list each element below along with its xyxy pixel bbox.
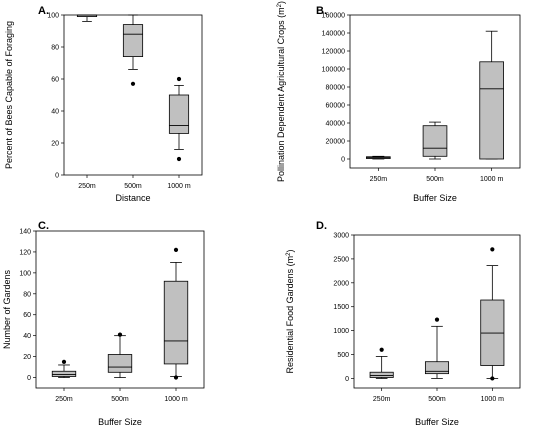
panel-b-ytick-label: 100000 <box>322 67 345 74</box>
panel-a-ylabel: Percent of Bees Capable of Foraging <box>4 21 14 169</box>
panel-a-box-1 <box>122 24 144 58</box>
panel-d-ytick-label: 3000 <box>333 233 349 240</box>
panel-a-ytick-label: 20 <box>51 141 59 148</box>
panel-c-ytick-label: 140 <box>19 229 31 236</box>
panel-d-ytick-label: 1500 <box>333 304 349 311</box>
panel-b-ytick-label: 60000 <box>326 103 346 110</box>
panel-a-xtick-label-1: 500m <box>124 183 142 190</box>
panel-d-outlier-0-0 <box>379 347 384 352</box>
panel-b-ytick-label: 120000 <box>322 49 345 56</box>
panel-d-box-1 <box>424 361 450 375</box>
panel-a-ytick-label: 0 <box>55 173 59 180</box>
panel-a-ytick-label: 100 <box>47 13 59 20</box>
panel-a-box-2 <box>168 94 190 134</box>
panel-d-ytick-label: 2000 <box>333 280 349 287</box>
panel-b-letter: B. <box>316 5 327 17</box>
panel-d-letter: D. <box>316 220 327 232</box>
panel-c-xtick-label-1: 500m <box>111 396 129 403</box>
panel-c-ytick-label: 80 <box>23 291 31 298</box>
panel-a-letter: A. <box>38 5 49 17</box>
panel-a-xlabel: Distance <box>115 193 150 203</box>
panel-c-box-2 <box>163 280 189 365</box>
panel-c-ylabel: Number of Gardens <box>2 269 12 349</box>
panel-c-ytick-label: 20 <box>23 354 31 361</box>
panel-b-xtick-label-2: 1000 m <box>480 176 504 183</box>
panel-d-ylabel: Residential Food Gardens (m2) <box>285 250 295 374</box>
panel-a-xtick-label-2: 1000 m <box>167 183 191 190</box>
panel-b-ylabel: Pollination Dependent Agricultural Crops… <box>276 1 286 182</box>
panel-c-xtick-label-2: 1000 m <box>164 396 188 403</box>
panel-a-ytick-label: 60 <box>51 77 59 84</box>
panel-d-xtick-label-0: 250m <box>373 396 391 403</box>
panel-d-outlier-2-0 <box>490 247 495 252</box>
panel-d-xtick-label-1: 500m <box>428 396 446 403</box>
panel-d-outlier-1-0 <box>434 317 440 322</box>
panel-b-ytick-label: 20000 <box>326 139 346 146</box>
panel-c-outlier-1-0 <box>117 332 123 337</box>
panel-c-ytick-label: 40 <box>23 333 31 340</box>
panel-c-letter: C. <box>38 220 49 232</box>
panel-d-ytick-label: 1000 <box>333 328 349 335</box>
panel-c-xtick-label-0: 250m <box>55 396 73 403</box>
panel-c-box-1 <box>107 354 133 373</box>
panel-c-xlabel: Buffer Size <box>98 417 142 427</box>
panel-b-xtick-label-0: 250m <box>370 176 388 183</box>
panel-b-ytick-label: 80000 <box>326 85 346 92</box>
panel-c-ytick-label: 60 <box>23 312 31 319</box>
panel-d-ytick-label: 500 <box>337 352 349 359</box>
panel-a-outlier-2-0 <box>176 76 182 82</box>
panel-b-box-1 <box>422 125 448 157</box>
panel-a-outlier-2-1 <box>176 156 182 162</box>
panel-d-xlabel: Buffer Size <box>415 417 459 427</box>
panel-d-outlier-2-1 <box>490 376 495 381</box>
panel-a-xtick-label-0: 250m <box>78 183 96 190</box>
panel-d-ytick-label: 0 <box>345 376 349 383</box>
panel-c-ytick-label: 120 <box>19 249 31 256</box>
panel-a-outlier-1-0 <box>130 81 136 86</box>
panel-b-ytick-label: 0 <box>341 157 345 164</box>
panel-b-ytick-label: 40000 <box>326 121 346 128</box>
panel-b-box-2 <box>479 61 504 160</box>
panel-b-xlabel: Buffer Size <box>413 193 457 203</box>
panel-c-outlier-2-1 <box>173 375 179 380</box>
panel-c-box-0 <box>51 370 77 377</box>
panel-b-ytick-label: 140000 <box>322 31 345 38</box>
panel-b-xtick-label-1: 500m <box>426 176 444 183</box>
panel-d-box-0 <box>369 371 394 378</box>
panel-c-ytick-label: 0 <box>27 375 31 382</box>
panel-a-ytick-label: 40 <box>51 109 59 116</box>
panel-a-ytick-label: 80 <box>51 45 59 52</box>
panel-c-outlier-0-0 <box>61 359 67 364</box>
panel-c-outlier-2-0 <box>173 247 179 252</box>
panel-d-xtick-label-2: 1000 m <box>481 396 505 403</box>
panel-c-ytick-label: 100 <box>19 270 31 277</box>
panel-d-ytick-label: 2500 <box>333 256 349 263</box>
panel-b-ytick-label: 160000 <box>322 13 345 20</box>
